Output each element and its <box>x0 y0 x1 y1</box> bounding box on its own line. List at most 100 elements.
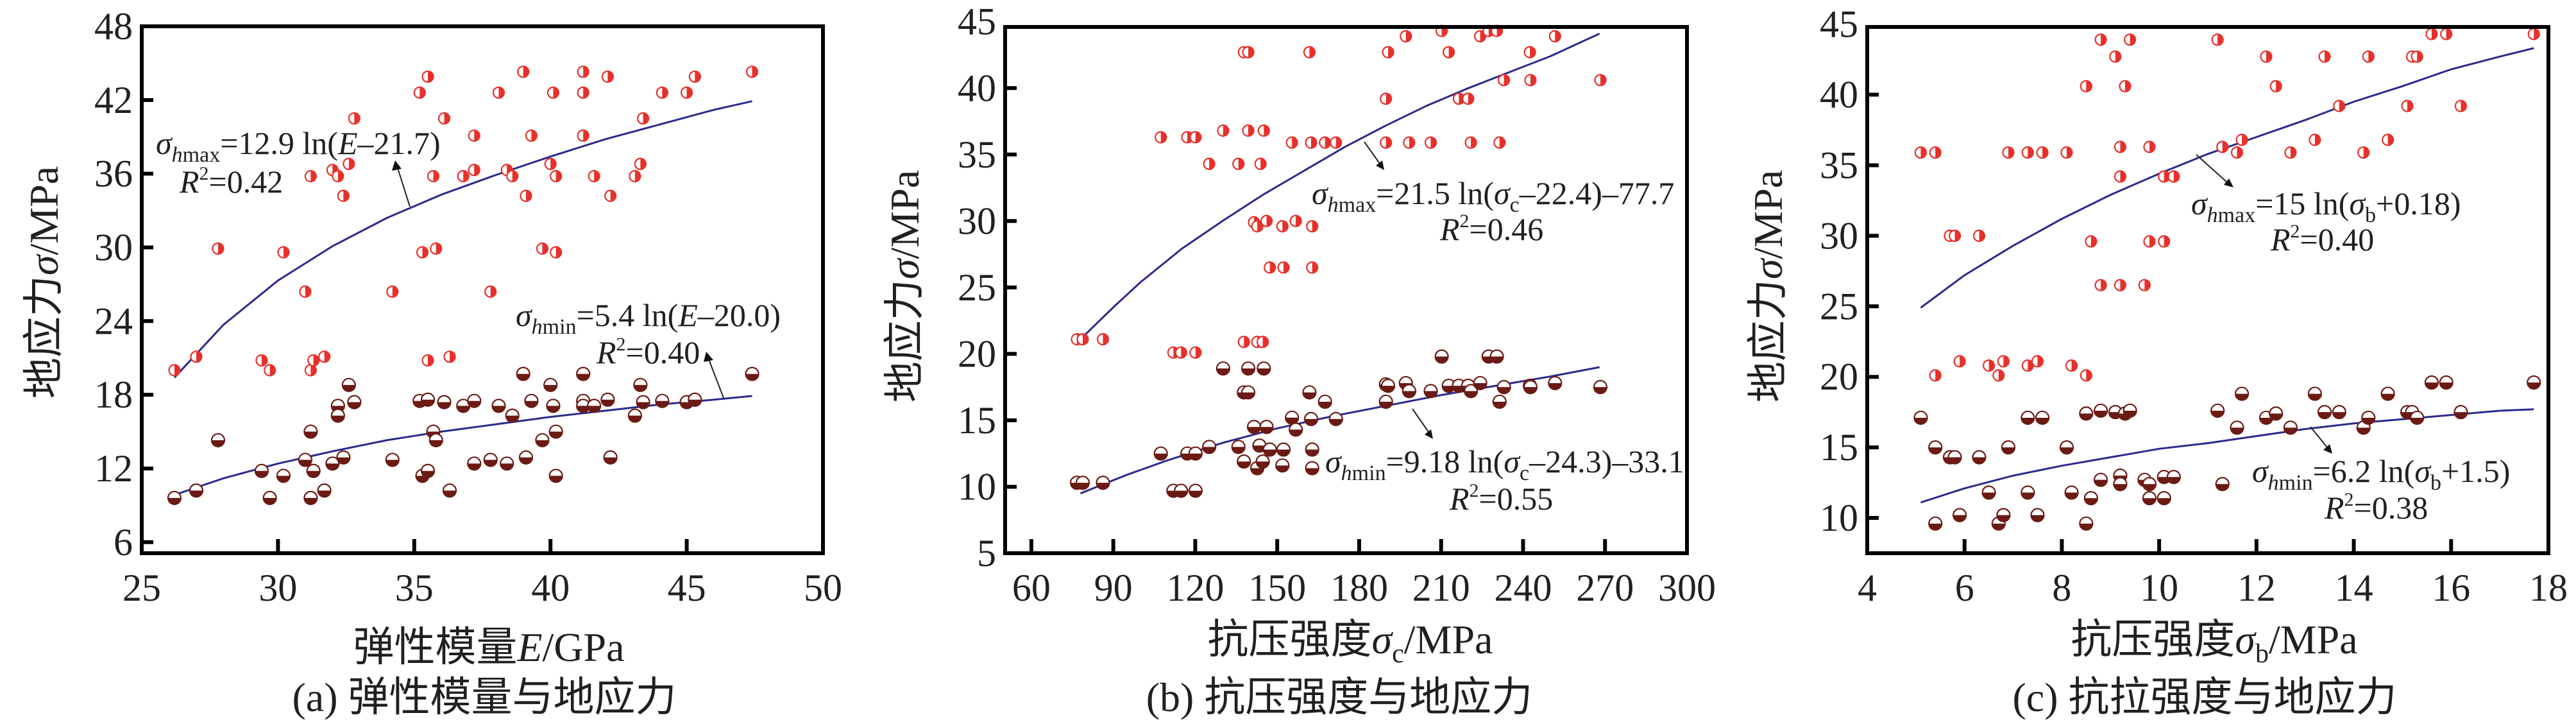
chart-a-min-point <box>325 456 340 471</box>
chart-c-max-point <box>2309 133 2321 146</box>
chart-a-max-point <box>343 157 355 170</box>
chart-b-min-point <box>1378 394 1393 409</box>
chart-c-max-point <box>2031 355 2044 368</box>
chart-b-max-point <box>1594 74 1607 87</box>
chart-c-max-point <box>2260 50 2273 63</box>
chart-b-x-tick-label: 270 <box>1576 567 1634 609</box>
chart-a-x-tick-label: 30 <box>258 567 297 609</box>
chart-c-min-point <box>2083 491 2099 506</box>
chart-c-y-tick-label: 40 <box>1820 74 1858 116</box>
chart-c-max-point <box>2060 146 2073 159</box>
chart-a-max-point <box>299 285 312 298</box>
chart-b-max-point <box>1443 46 1455 58</box>
chart-a-min-point <box>603 450 618 465</box>
chart-c-min-point <box>2380 386 2395 401</box>
chart-b-min-point <box>1423 384 1438 399</box>
chart-a-y-tick-label: 36 <box>94 153 133 195</box>
chart-b-x-title: 抗压强度σc/MPa <box>1208 617 1493 669</box>
chart-a-min-point <box>298 452 312 467</box>
chart-b-min-point <box>1464 384 1479 399</box>
chart-c-min-arrow <box>2310 426 2332 454</box>
chart-b-max-point <box>1174 346 1187 359</box>
chart-a-max-point <box>544 157 557 170</box>
chart-b-min-point <box>1241 385 1256 400</box>
chart-a-marks <box>167 65 759 505</box>
chart-c-y-tick-label: 35 <box>1820 144 1858 186</box>
chart-a-max-point <box>421 70 434 83</box>
chart-b-max-point <box>1096 333 1110 346</box>
chart-a-max-point <box>416 246 429 259</box>
chart-c-min-point <box>2439 375 2453 390</box>
chart-c-max-point <box>2138 279 2151 291</box>
chart-b-max-point <box>1380 92 1393 105</box>
chart-b-max-point <box>1217 124 1230 137</box>
chart-a-min-point <box>336 450 351 465</box>
chart-b-x-tick-label: 150 <box>1248 567 1306 609</box>
chart-c-max-point <box>2021 146 2034 159</box>
chart-compressive-strength: 5 10 15 20 25 30 35 40 45 60 90 120 150 180 210 240 270 3… <box>882 1 1716 720</box>
chart-b-min-point <box>1255 454 1270 469</box>
chart-b-min-point <box>1216 361 1230 376</box>
chart-a-min-point <box>385 452 400 467</box>
chart-b-max-point <box>1277 261 1290 274</box>
chart-b-min-point <box>1523 380 1538 395</box>
chart-c-x-tick-label: 14 <box>2335 567 2373 609</box>
chart-c-max-point <box>2109 50 2122 63</box>
chart-c-max-point <box>1929 146 1942 159</box>
chart-a-max-point <box>443 350 456 363</box>
chart-a-max-point <box>525 129 538 142</box>
chart-c-min-point <box>1953 508 1967 522</box>
chart-a-max-point <box>547 86 560 99</box>
chart-c-max-point <box>2119 80 2131 92</box>
chart-c-max-point <box>2002 146 2015 159</box>
chart-a-min-point <box>745 366 759 381</box>
chart-c-min-point <box>2021 410 2035 425</box>
chart-c-frame <box>1865 25 2550 555</box>
chart-b-max-arrow <box>1364 141 1384 170</box>
chart-b-marks <box>1069 24 1608 498</box>
chart-b-y-tick-label: 40 <box>958 67 996 109</box>
chart-a-fit-curve-max <box>173 100 752 379</box>
chart-a-max-point <box>601 70 614 83</box>
chart-a-min-point <box>600 392 615 407</box>
chart-c-min-point <box>1928 440 1943 455</box>
chart-b-min-point <box>1259 420 1274 434</box>
chart-c-min-point <box>2001 440 2016 455</box>
chart-c-min-point <box>2030 508 2045 522</box>
chart-b-min-point <box>1402 384 1416 399</box>
chart-a-max-point <box>212 242 225 255</box>
chart-c-max-r2: R2=0.40 <box>2270 221 2374 257</box>
chart-a-max-point <box>277 246 290 259</box>
chart-c-max-point <box>2158 235 2171 248</box>
chart-b-x-tick-label: 120 <box>1166 567 1224 609</box>
chart-c-min-point <box>2094 472 2108 487</box>
chart-b-max-point <box>1242 124 1255 137</box>
chart-c-marks <box>1913 28 2541 531</box>
chart-b-caption: (b) 抗压强度与地应力 <box>1146 675 1533 720</box>
chart-a-max-point <box>637 112 650 125</box>
chart-b-max-point <box>1524 74 1537 87</box>
chart-c-max-point <box>2065 359 2078 372</box>
chart-b-max-point <box>1076 333 1089 346</box>
chart-a-min-point <box>330 408 345 423</box>
chart-c-min-point <box>2424 375 2439 390</box>
chart-a-max-point <box>745 65 759 78</box>
chart-c-max-point <box>2440 28 2453 40</box>
chart-c-max-point <box>1992 369 2005 382</box>
chart-c-max-point <box>2114 141 2127 153</box>
chart-a-max-point <box>421 354 434 367</box>
chart-a-max-point <box>492 86 505 99</box>
chart-b-min-point <box>1174 483 1189 498</box>
chart-c-max-equation: σhmax=15 ln(σb+0.18) <box>2191 185 2461 227</box>
chart-a-min-point <box>254 463 269 478</box>
chart-c-min-point <box>2079 406 2094 421</box>
chart-c-x-tick-label: 8 <box>2052 567 2071 609</box>
chart-c-y-title: 地应力σ/MPa <box>1745 170 1791 402</box>
chart-b-max-point <box>1306 220 1319 233</box>
chart-a-max-point <box>264 364 276 377</box>
chart-c-max-point <box>1948 229 1962 242</box>
chart-b-min-point <box>1492 394 1507 409</box>
chart-a-max-point <box>386 285 399 298</box>
chart-b-max-point <box>1548 30 1561 43</box>
chart-c-min-point <box>2123 403 2137 418</box>
